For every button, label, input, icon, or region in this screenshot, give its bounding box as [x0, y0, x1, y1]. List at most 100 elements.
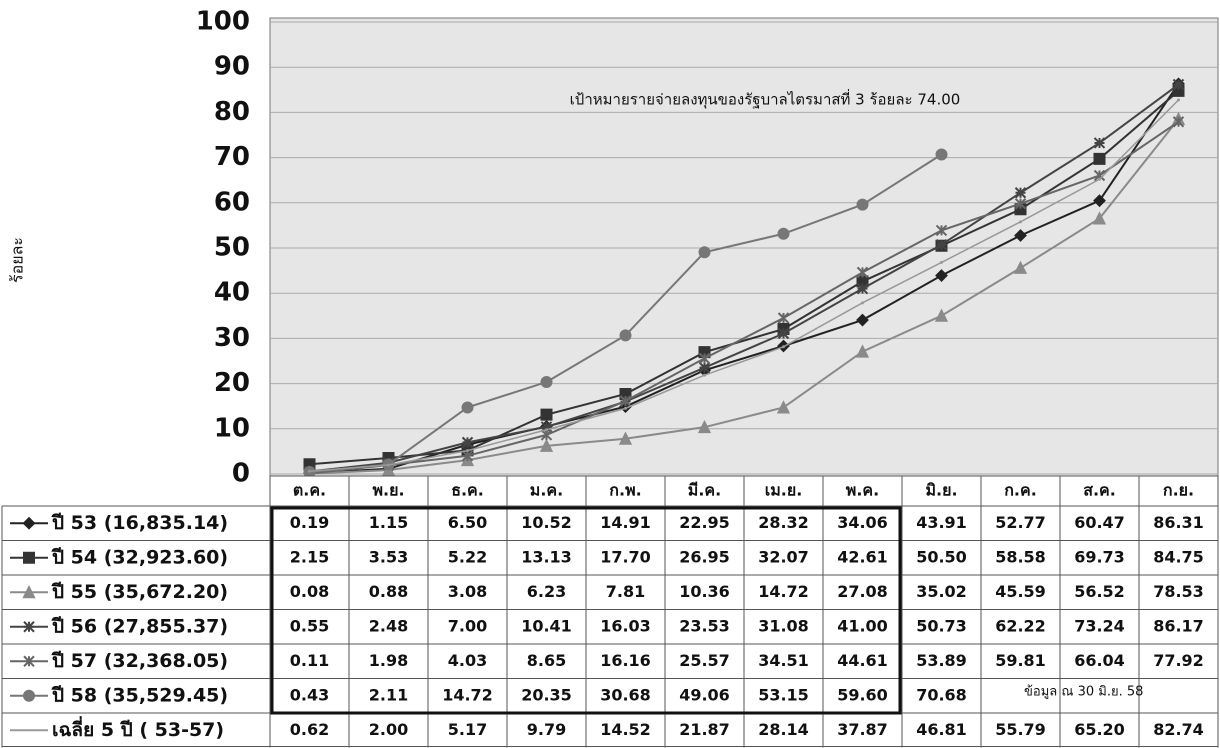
point — [308, 469, 311, 473]
marker — [22, 516, 36, 530]
plot-area — [269, 17, 1219, 477]
data-label: 5.17 — [448, 720, 487, 739]
data-label: 14.72 — [758, 582, 809, 601]
marker — [697, 419, 712, 434]
marker — [1014, 197, 1027, 210]
data-label: 58.58 — [995, 547, 1046, 566]
point — [466, 449, 469, 453]
annotation: เป้าหมายรายจ่ายลงทุนของรัฐบาลไตรมาสที่ 3… — [570, 89, 961, 110]
data-label: 3.53 — [369, 547, 408, 566]
series-line — [309, 83, 1180, 473]
marker — [461, 436, 474, 449]
data-label: 70.68 — [916, 685, 967, 704]
series-line — [309, 118, 1180, 475]
marker — [1013, 260, 1028, 274]
data-label: 53.89 — [916, 651, 967, 670]
data-label: 55.79 — [995, 720, 1046, 739]
data-label: 43.91 — [916, 513, 967, 532]
data-label: 41.00 — [837, 616, 888, 635]
y-axis-label: ร้อยละ — [8, 237, 27, 283]
marker — [776, 400, 791, 414]
data-label: 37.87 — [837, 720, 888, 739]
marker — [935, 238, 948, 251]
point — [624, 406, 627, 410]
data-label: 0.43 — [290, 685, 329, 704]
data-label: 10.52 — [521, 513, 572, 532]
marker — [461, 450, 474, 462]
marker — [935, 224, 948, 237]
marker — [619, 329, 632, 342]
data-label: 21.87 — [679, 720, 730, 739]
marker — [698, 361, 711, 374]
x-tick-label: มิ.ย. — [925, 481, 957, 500]
point — [782, 345, 785, 349]
data-label: 9.79 — [527, 720, 566, 739]
data-label: 66.04 — [1074, 651, 1125, 670]
point — [387, 463, 390, 467]
legend-label: ปี 53 (16,835.14) — [51, 512, 228, 534]
data-label: 23.53 — [679, 616, 730, 635]
data-label: 60.47 — [1074, 513, 1125, 532]
data-label: 16.03 — [600, 616, 651, 635]
data-label: 50.73 — [916, 616, 967, 635]
data-label: 69.73 — [1074, 547, 1125, 566]
table-note: ข้อมูล ณ 30 มิ.ย. 58 — [1024, 684, 1143, 699]
data-label: 28.32 — [758, 513, 809, 532]
legend-label: ปี 54 (32,923.60) — [51, 546, 228, 568]
data-label: 59.60 — [837, 685, 888, 704]
data-label: 16.16 — [600, 651, 651, 670]
data-label: 3.08 — [448, 582, 487, 601]
marker — [777, 312, 790, 324]
data-label: 0.19 — [290, 513, 329, 532]
data-label: 46.81 — [916, 720, 967, 739]
y-tick-label: 100 — [196, 7, 250, 37]
x-tick-label: ต.ค. — [293, 481, 326, 500]
marker — [934, 308, 949, 322]
data-label: 5.22 — [448, 547, 487, 566]
data-label: 56.52 — [1074, 582, 1125, 601]
marker — [23, 689, 35, 702]
data-label: 10.41 — [521, 616, 572, 635]
marker — [935, 148, 948, 161]
marker — [698, 246, 711, 259]
data-label: 27.08 — [837, 582, 888, 601]
x-tick-label: ม.ค. — [530, 481, 563, 500]
data-label: 6.23 — [527, 582, 566, 601]
y-tick-label: 30 — [214, 323, 250, 353]
data-label: 0.08 — [290, 582, 329, 601]
data-label: 32.07 — [758, 547, 809, 566]
marker — [1014, 229, 1027, 242]
data-label: 31.08 — [758, 616, 809, 635]
y-tick-label: 70 — [214, 142, 250, 172]
data-label: 2.00 — [369, 720, 408, 739]
legend-label: ปี 56 (27,855.37) — [51, 615, 228, 637]
data-label: 22.95 — [679, 513, 730, 532]
y-tick-label: 80 — [214, 97, 250, 127]
data-label: 14.72 — [442, 685, 493, 704]
marker — [935, 269, 948, 282]
data-label: 84.75 — [1153, 547, 1204, 566]
data-label: 8.65 — [527, 651, 566, 670]
legend-label: ปี 57 (32,368.05) — [51, 650, 228, 672]
highlight-box — [270, 506, 902, 715]
point — [861, 301, 864, 305]
marker — [540, 408, 553, 421]
point — [1177, 98, 1180, 102]
data-label: 77.92 — [1153, 651, 1204, 670]
data-label: 0.11 — [290, 651, 329, 670]
marker — [856, 282, 869, 295]
data-label: 35.02 — [916, 582, 967, 601]
x-tick-label: พ.ย. — [372, 481, 404, 500]
data-label: 86.31 — [1153, 513, 1204, 532]
data-label: 49.06 — [679, 685, 730, 704]
y-tick-label: 90 — [214, 52, 250, 82]
series-line — [309, 90, 1180, 466]
y-tick-label: 60 — [214, 187, 250, 217]
data-label: 0.88 — [369, 582, 408, 601]
data-label: 44.61 — [837, 651, 888, 670]
marker — [1014, 187, 1027, 199]
point — [1098, 177, 1101, 181]
data-label: 13.13 — [521, 547, 572, 566]
data-label: 14.91 — [600, 513, 651, 532]
